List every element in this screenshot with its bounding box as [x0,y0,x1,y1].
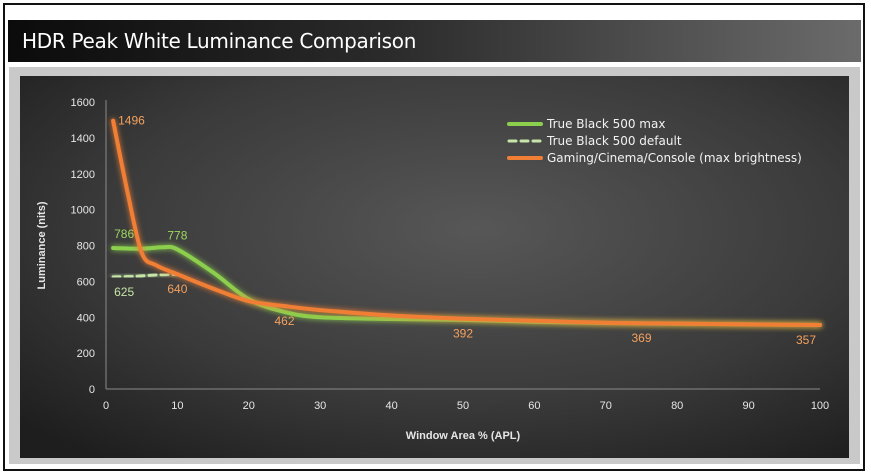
legend-label: True Black 500 default [546,134,682,148]
chart-container: 0 200 400 600 800 1000 1200 1400 1600 0 10 20 30 40 50… [9,67,860,464]
y-tick-label: 1400 [71,133,95,145]
plot-background [20,76,849,458]
y-tick-label: 1000 [71,205,95,217]
chart-svg: 0 200 400 600 800 1000 1200 1400 1600 0 10 20 30 40 50… [20,76,849,458]
y-tick-label: 600 [77,276,95,288]
data-label: 392 [453,327,473,341]
series-line-3 [111,118,822,327]
x-tick-label: 30 [314,400,326,412]
y-tick-label: 1200 [71,169,95,181]
x-tick-label: 70 [600,400,612,412]
data-label: 786 [114,227,134,241]
x-tick-label: 60 [528,400,540,412]
x-axis-title: Window Area % (APL) [406,430,521,442]
data-label: 640 [167,282,187,296]
x-tick-label: 10 [171,400,183,412]
y-tick-label: 200 [77,348,95,360]
data-label: 462 [274,314,294,328]
series-line-2 [111,272,179,279]
data-label: 625 [114,285,134,299]
x-tick-label: 40 [385,400,397,412]
x-tick-label: 50 [457,400,469,412]
x-tick-label: 90 [742,400,754,412]
legend-label: True Black 500 max [546,117,665,131]
y-tick-label: 1600 [71,97,95,109]
y-axis-title: Luminance (nits) [36,201,48,289]
x-tick-label: 80 [671,400,683,412]
y-tick-label: 0 [89,384,95,396]
data-label: 357 [796,333,816,347]
data-label: 369 [631,331,651,345]
y-tick-label: 800 [77,241,95,253]
title-bar: HDR Peak White Luminance Comparison [8,20,861,62]
data-label: 778 [167,228,187,242]
x-tick-label: 20 [243,400,255,412]
page-title: HDR Peak White Luminance Comparison [22,29,417,53]
data-label: 1496 [118,114,145,128]
y-tick-label: 400 [77,312,95,324]
legend-label: Gaming/Cinema/Console (max brightness) [547,151,802,165]
x-tick-label: 0 [103,400,109,412]
x-tick-label: 100 [811,400,829,412]
